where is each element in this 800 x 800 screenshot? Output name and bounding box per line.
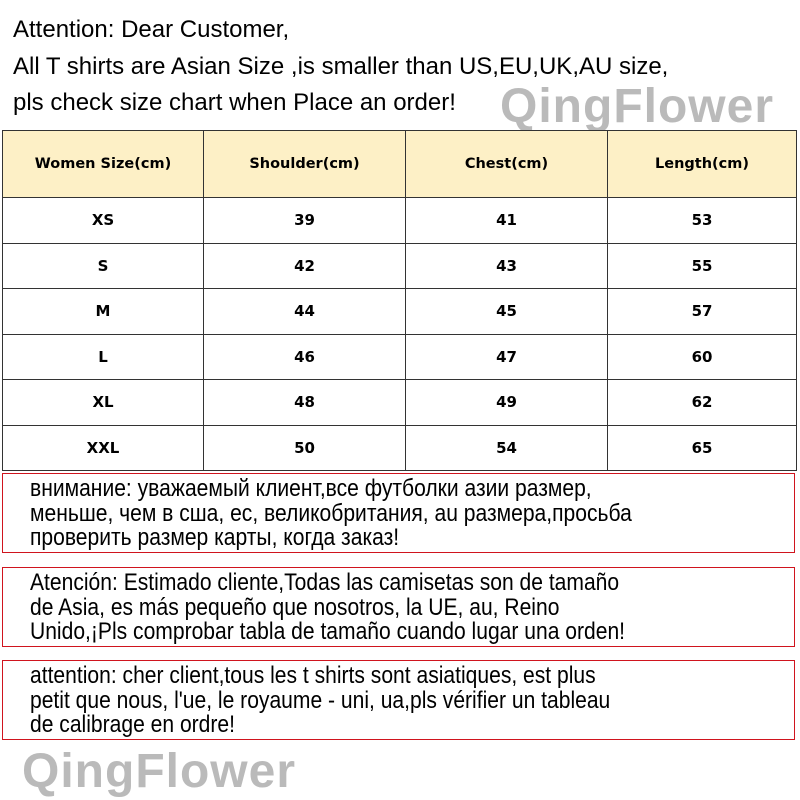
notice-line: меньше, чем в сша, ес, великобритания, a…: [30, 499, 632, 527]
size-chart-table: Women Size(cm) Shoulder(cm) Chest(cm) Le…: [2, 130, 797, 471]
notice-line: Unido,¡Pls comprobar tabla de tamaño cua…: [30, 618, 626, 645]
header-cell: Chest(cm): [405, 130, 608, 198]
table-row: L 46 47 60: [2, 333, 797, 380]
table-cell: XXL: [2, 424, 204, 471]
intro-line: All T shirts are Asian Size ,is smaller …: [13, 52, 669, 80]
header-cell: Length(cm): [607, 130, 797, 198]
table-cell: 42: [203, 242, 406, 289]
table-cell: 48: [203, 379, 406, 426]
table-cell: 46: [203, 333, 406, 380]
notice-line: Atención: Estimado cliente,Todas las cam…: [30, 569, 620, 596]
header-cell: Shoulder(cm): [203, 130, 406, 198]
table-cell: S: [2, 242, 204, 289]
table-cell: 45: [405, 288, 608, 335]
table-header-row: Women Size(cm) Shoulder(cm) Chest(cm) Le…: [2, 130, 797, 198]
table-row: XL 48 49 62: [2, 379, 797, 426]
table-cell: 41: [405, 197, 608, 244]
table-row: XXL 50 54 65: [2, 424, 797, 471]
table-cell: 47: [405, 333, 608, 380]
table-cell: 60: [607, 333, 797, 380]
table-cell: 44: [203, 288, 406, 335]
intro-text: Attention: Dear Customer, All T shirts a…: [13, 12, 668, 122]
notice-line: внимание: уважаемый клиент,все футболки …: [30, 475, 592, 502]
table-row: S 42 43 55: [2, 242, 797, 289]
notice-french: attention: cher client,tous les t shirts…: [2, 660, 795, 740]
table-cell: 55: [607, 242, 797, 289]
table-cell: 50: [203, 424, 406, 471]
table-cell: 39: [203, 197, 406, 244]
table-cell: M: [2, 288, 204, 335]
intro-line: pls check size chart when Place an order…: [13, 89, 456, 116]
table-cell: 54: [405, 424, 608, 471]
intro-line: Attention: Dear Customer,: [13, 16, 290, 43]
table-row: M 44 45 57: [2, 288, 797, 335]
table-cell: L: [2, 333, 204, 380]
table-cell: 49: [405, 379, 608, 426]
table-cell: XL: [2, 379, 204, 426]
table-cell: 57: [607, 288, 797, 335]
table-cell: 65: [607, 424, 797, 471]
notice-line: de calibrage en ordre!: [30, 711, 235, 738]
notice-line: attention: cher client,tous les t shirts…: [30, 662, 596, 689]
table-cell: 43: [405, 242, 608, 289]
watermark: QingFlower: [22, 745, 296, 798]
table-cell: 62: [607, 379, 797, 426]
notice-line: проверить размер карты, когда заказ!: [30, 524, 400, 551]
table-cell: XS: [2, 197, 204, 244]
table-cell: 53: [607, 197, 797, 244]
header-cell: Women Size(cm): [2, 130, 204, 198]
notice-russian: внимание: уважаемый клиент,все футболки …: [2, 473, 795, 553]
notice-spanish: Atención: Estimado cliente,Todas las cam…: [2, 567, 795, 647]
table-row: XS 39 41 53: [2, 197, 797, 244]
notice-line: de Asia, es más pequeño que nosotros, la…: [30, 593, 560, 621]
notice-line: petit que nous, l'ue, le royaume - uni, …: [30, 686, 611, 714]
